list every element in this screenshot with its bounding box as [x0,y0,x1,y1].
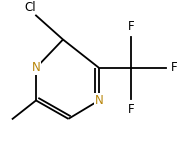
Text: F: F [171,61,178,74]
Text: N: N [95,94,103,107]
Text: N: N [32,61,40,74]
Text: F: F [128,103,135,116]
Text: Cl: Cl [25,1,36,14]
Text: F: F [128,20,135,33]
